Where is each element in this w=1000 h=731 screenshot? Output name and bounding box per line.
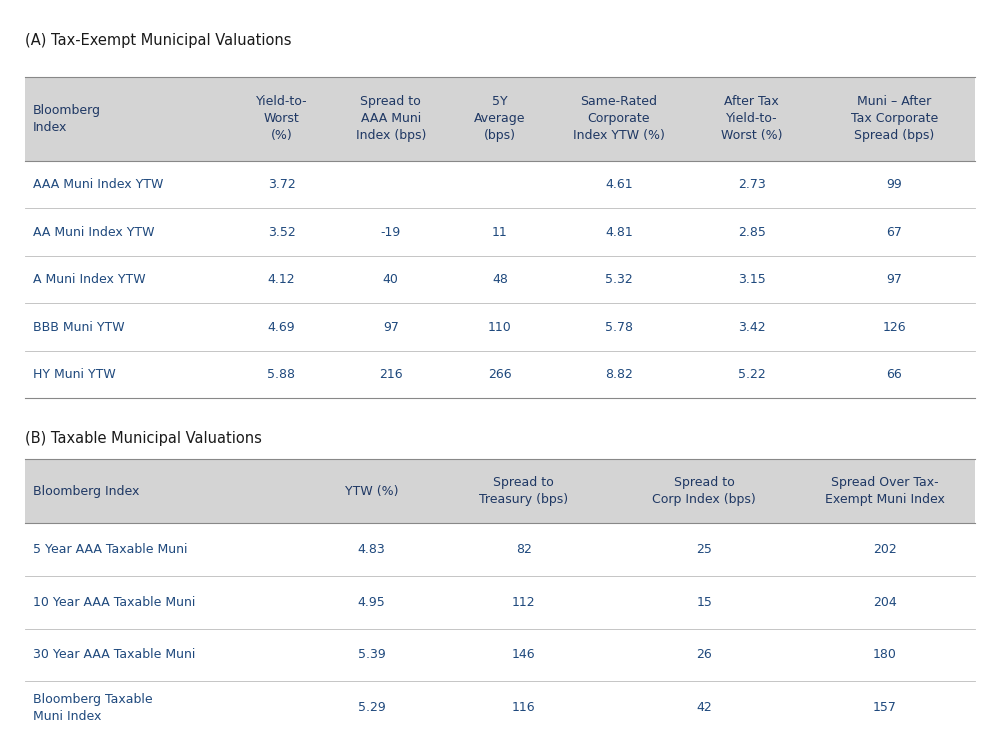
Bar [25,256,975,303]
Text: 4.81: 4.81 [605,226,633,238]
Text: Spread to
AAA Muni
Index (bps): Spread to AAA Muni Index (bps) [356,95,426,143]
Text: 99: 99 [886,178,902,191]
Text: YTW (%): YTW (%) [345,485,398,498]
Text: 42: 42 [696,701,712,714]
Text: 3.15: 3.15 [738,273,766,286]
Text: AA Muni Index YTW: AA Muni Index YTW [33,226,154,238]
Text: Spread Over Tax-
Exempt Muni Index: Spread Over Tax- Exempt Muni Index [825,476,945,507]
Text: -19: -19 [381,226,401,238]
Text: (A) Tax-Exempt Municipal Valuations: (A) Tax-Exempt Municipal Valuations [25,33,292,48]
Text: 8.82: 8.82 [605,368,633,381]
Text: 126: 126 [882,321,906,333]
Text: 40: 40 [383,273,399,286]
Text: 202: 202 [873,543,897,556]
Text: 204: 204 [873,596,897,609]
Bar [25,523,975,576]
Text: 5.29: 5.29 [358,701,386,714]
Text: 2.73: 2.73 [738,178,766,191]
Text: 4.61: 4.61 [605,178,633,191]
Text: 5.88: 5.88 [268,368,296,381]
Text: 4.12: 4.12 [268,273,295,286]
Bar [25,459,975,523]
Text: (B) Taxable Municipal Valuations: (B) Taxable Municipal Valuations [25,431,262,447]
Text: Bloomberg Index: Bloomberg Index [33,485,139,498]
Text: 4.95: 4.95 [358,596,386,609]
Text: 67: 67 [886,226,902,238]
Text: 216: 216 [379,368,403,381]
Text: 5.32: 5.32 [605,273,633,286]
Text: 116: 116 [512,701,536,714]
Text: 146: 146 [512,648,536,662]
Text: Bloomberg
Index: Bloomberg Index [33,104,101,134]
Text: 266: 266 [488,368,512,381]
Text: 82: 82 [516,543,532,556]
Text: 157: 157 [873,701,897,714]
Text: Yield-to-
Worst
(%): Yield-to- Worst (%) [256,95,307,143]
Text: 48: 48 [492,273,508,286]
Text: 110: 110 [488,321,512,333]
Bar [25,161,975,208]
Text: A Muni Index YTW: A Muni Index YTW [33,273,146,286]
Text: HY Muni YTW: HY Muni YTW [33,368,116,381]
Text: 180: 180 [873,648,897,662]
Text: Same-Rated
Corporate
Index YTW (%): Same-Rated Corporate Index YTW (%) [573,95,665,143]
Text: After Tax
Yield-to-
Worst (%): After Tax Yield-to- Worst (%) [721,95,782,143]
Text: 3.52: 3.52 [268,226,295,238]
Text: 5.22: 5.22 [738,368,766,381]
Text: Spread to
Treasury (bps): Spread to Treasury (bps) [479,476,568,507]
Text: AAA Muni Index YTW: AAA Muni Index YTW [33,178,163,191]
Text: 3.42: 3.42 [738,321,766,333]
Text: 10 Year AAA Taxable Muni: 10 Year AAA Taxable Muni [33,596,195,609]
Text: 5.39: 5.39 [358,648,386,662]
Bar [25,681,975,731]
Text: Spread to
Corp Index (bps): Spread to Corp Index (bps) [652,476,756,507]
Text: 25: 25 [696,543,712,556]
Text: 97: 97 [886,273,902,286]
Text: Bloomberg Taxable
Muni Index: Bloomberg Taxable Muni Index [33,692,153,723]
Text: 4.69: 4.69 [268,321,295,333]
Bar [25,351,975,398]
Bar [25,208,975,256]
Text: 30 Year AAA Taxable Muni: 30 Year AAA Taxable Muni [33,648,195,662]
Text: 11: 11 [492,226,508,238]
Bar [25,77,975,161]
Text: 97: 97 [383,321,399,333]
Bar [25,303,975,351]
Text: 5.78: 5.78 [605,321,633,333]
Bar [25,629,975,681]
Text: 15: 15 [696,596,712,609]
Text: 3.72: 3.72 [268,178,295,191]
Text: Muni – After
Tax Corporate
Spread (bps): Muni – After Tax Corporate Spread (bps) [851,95,938,143]
Text: BBB Muni YTW: BBB Muni YTW [33,321,125,333]
Bar [25,576,975,629]
Text: 66: 66 [886,368,902,381]
Text: 4.83: 4.83 [358,543,386,556]
Text: 5 Year AAA Taxable Muni: 5 Year AAA Taxable Muni [33,543,188,556]
Text: 26: 26 [696,648,712,662]
Text: 112: 112 [512,596,536,609]
Text: 5Y
Average
(bps): 5Y Average (bps) [474,95,526,143]
Text: 2.85: 2.85 [738,226,766,238]
